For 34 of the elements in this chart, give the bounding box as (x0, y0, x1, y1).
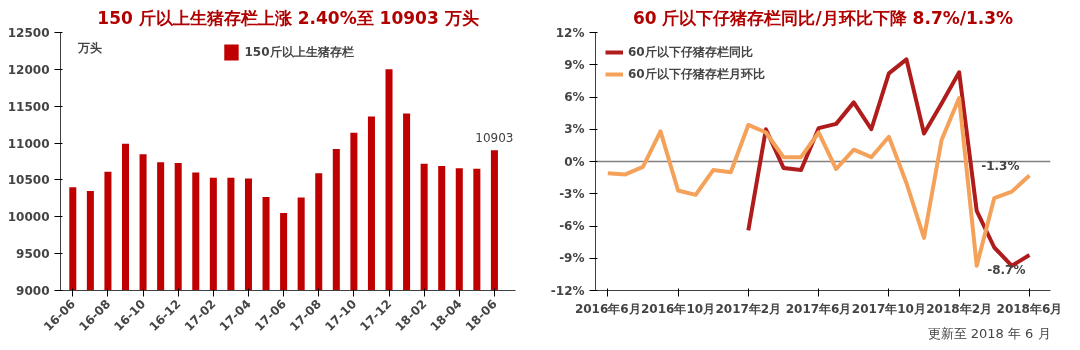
legend-label: 60斤以下仔猪存栏月环比 (628, 65, 765, 83)
x-tick-label: 2017年6月 (785, 301, 852, 316)
y-tick-label: 9% (564, 57, 585, 72)
y-tick-label: -3% (559, 186, 585, 201)
legend-label: 150斤以上生猪存栏 (244, 43, 354, 61)
data-label: 10903 (475, 131, 514, 146)
y-tick-label: -9% (559, 251, 585, 266)
y-tick-label: 12500 (7, 26, 50, 40)
text: 更新至 2018 年 6 月 (927, 325, 1051, 341)
y-tick-label: 10500 (7, 173, 50, 188)
chart-title: 150 斤以上生猪存栏上涨 2.40%至 10903 万头 (97, 7, 479, 28)
y-tick-label: 11500 (7, 99, 50, 114)
y-axis-title: 万头 (76, 40, 102, 55)
y-tick-label: 12% (555, 25, 585, 40)
y-tick-label: 9000 (16, 284, 50, 298)
y-tick-label: 6% (564, 90, 585, 104)
y-tick-label: -12% (550, 283, 585, 298)
x-tick-label: 2016年10月 (641, 301, 716, 316)
y-tick-label: 10000 (7, 210, 50, 225)
x-tick-label: 2017年10月 (851, 301, 926, 316)
y-tick-label: 12000 (7, 62, 50, 77)
x-tick-label: 2018年2月 (926, 301, 993, 316)
data-label: -8.7% (987, 263, 1026, 278)
y-tick-label: 11000 (7, 136, 50, 151)
y-tick-label: 9500 (16, 247, 50, 262)
y-tick-label: 3% (564, 122, 585, 137)
data-label: -1.3% (981, 159, 1020, 174)
y-tick-label: -6% (559, 219, 585, 233)
x-tick-label: 2016年6月 (574, 301, 641, 316)
legend-label: 60斤以下仔猪存栏同比 (628, 43, 753, 61)
chart-title: 60 斤以下仔猪存栏同比/月环比下降 8.7%/1.3% (632, 7, 1014, 28)
x-tick-label: 2018年6月 (996, 301, 1063, 316)
x-tick-label: 2017年2月 (715, 301, 782, 316)
y-tick-label: 0% (564, 154, 585, 169)
